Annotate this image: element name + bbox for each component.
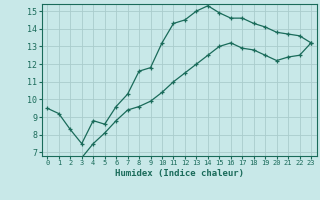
X-axis label: Humidex (Indice chaleur): Humidex (Indice chaleur) [115,169,244,178]
